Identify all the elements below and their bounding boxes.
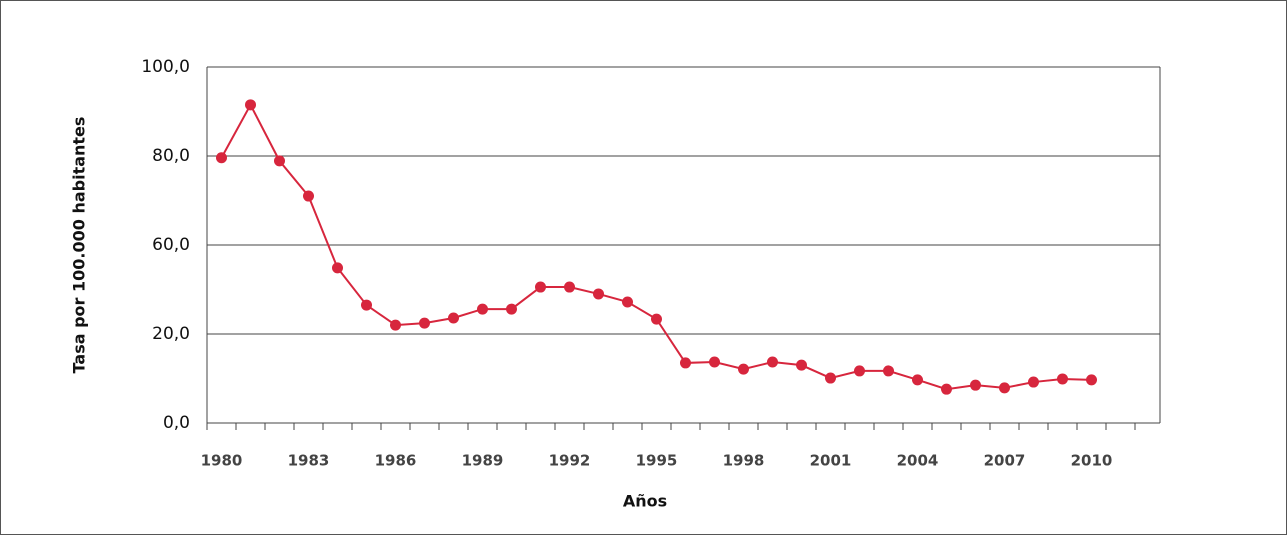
point (680, 357, 691, 369)
point (535, 281, 546, 293)
x-tick-label: 2001 (810, 452, 852, 470)
point (622, 296, 633, 308)
point (245, 99, 256, 111)
x-tick-label: 1983 (288, 452, 330, 470)
y-tick-label: 20,0 (152, 324, 190, 344)
x-tick-label: 2004 (897, 452, 939, 470)
point (1028, 376, 1039, 388)
point (651, 313, 662, 325)
point (941, 383, 952, 395)
point (564, 281, 575, 293)
point (390, 319, 401, 331)
y-tick-label: 100,0 (141, 57, 190, 77)
x-tick-label: 2010 (1071, 452, 1113, 470)
y-tick-label: 60,0 (152, 235, 190, 255)
point (506, 303, 517, 315)
point (970, 379, 981, 391)
x-tick-label: 1986 (375, 452, 417, 470)
point (825, 372, 836, 384)
point (709, 356, 720, 368)
point (1086, 374, 1097, 386)
point (738, 363, 749, 375)
point (216, 152, 227, 164)
x-tick-label: 1998 (723, 452, 765, 470)
point (332, 262, 343, 274)
point (361, 299, 372, 311)
point (767, 356, 778, 368)
point (274, 155, 285, 167)
y-tick-label: 80,0 (152, 146, 190, 166)
point (419, 317, 430, 329)
x-tick-label: 2007 (984, 452, 1026, 470)
x-tick-label: 1980 (201, 452, 243, 470)
y-axis-label: Tasa por 100.000 habitantes (70, 117, 89, 374)
point (448, 312, 459, 324)
x-tick-label: 1989 (462, 452, 504, 470)
point (1057, 373, 1068, 385)
point (593, 288, 604, 300)
x-tick-label: 1995 (636, 452, 678, 470)
point (883, 365, 894, 377)
point (912, 374, 923, 386)
x-tick-label: 1992 (549, 452, 591, 470)
point (999, 382, 1010, 394)
y-tick-label: 0,0 (163, 413, 190, 433)
point (854, 365, 865, 377)
x-axis-label: Años (623, 492, 667, 511)
point (796, 359, 807, 371)
point (303, 190, 314, 202)
point (477, 303, 488, 315)
